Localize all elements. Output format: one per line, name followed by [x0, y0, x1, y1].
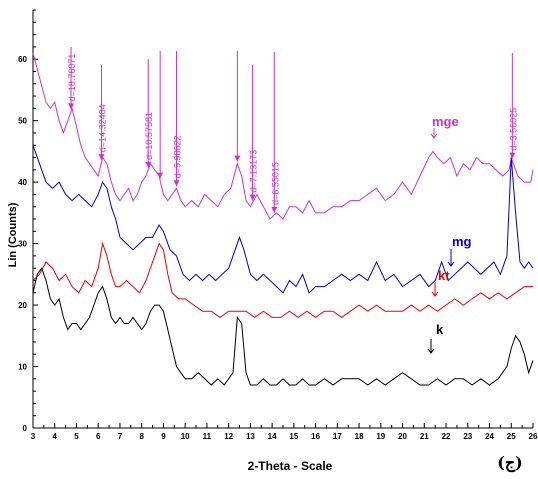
x-tick-label: 19 — [376, 432, 385, 441]
series-line-k — [32, 267, 534, 386]
peak-label: d=10.57581 — [144, 112, 154, 160]
y-tick-label: 60 — [18, 55, 27, 64]
series-label-mg: mg — [452, 234, 472, 249]
x-tick-label: 24 — [485, 432, 494, 441]
peak-arrowhead — [157, 172, 164, 179]
x-tick-label: 16 — [311, 432, 320, 441]
peak-arrowhead — [145, 161, 152, 168]
y-axis-title: Lin (Counts) — [7, 202, 19, 267]
series-line-mge — [32, 52, 534, 220]
x-tick-label: 13 — [246, 432, 255, 441]
peak-label: d=3.56025 — [508, 108, 518, 151]
x-tick-label: 9 — [161, 432, 166, 441]
peak-arrowhead — [509, 152, 516, 159]
x-tick-label: 4 — [53, 432, 58, 441]
peak-arrowhead — [68, 103, 75, 110]
x-tick-label: 15 — [289, 432, 298, 441]
y-tick-label: 0 — [23, 424, 28, 433]
x-tick-label: 11 — [203, 432, 212, 441]
y-ticks: 0 10 20 30 40 50 60 — [18, 9, 38, 433]
series-label-arrowhead — [427, 348, 435, 354]
x-tick-label: 3 — [31, 432, 36, 441]
x-tick-label: 14 — [268, 432, 277, 441]
x-tick-label: 12 — [224, 432, 233, 441]
series-label-arrowhead — [431, 291, 439, 297]
peak-arrowhead — [98, 154, 105, 161]
series-line-mg — [32, 145, 534, 294]
y-tick-label: 30 — [18, 240, 27, 249]
series-label-mge: mge — [432, 114, 459, 129]
peak-markers: d=18.76071 d=14.32404 d=10.57581 d=9.98622 d… — [67, 47, 518, 213]
series-labels: mge mg kt k — [427, 114, 472, 354]
peak-label: d=6.55015 — [270, 162, 280, 205]
y-tick-label: 20 — [18, 301, 27, 310]
x-tick-label: 21 — [420, 432, 429, 441]
x-tick-label: 7 — [118, 432, 123, 441]
x-tick-label: 5 — [74, 432, 79, 441]
peak-arrowhead — [234, 155, 241, 162]
x-tick-label: 22 — [442, 432, 451, 441]
x-tick-label: 23 — [463, 432, 472, 441]
series-label-arrowhead — [430, 133, 438, 139]
x-tick-label: 26 — [529, 432, 538, 441]
y-tick-label: 50 — [18, 117, 27, 126]
x-tick-label: 20 — [398, 432, 407, 441]
series-label-k: k — [436, 322, 444, 337]
x-tick-label: 10 — [181, 432, 190, 441]
series-label-kt: kt — [438, 268, 450, 283]
peak-label: d=9.98622 — [172, 135, 182, 178]
y-tick-label: 10 — [18, 363, 27, 372]
x-tick-label: 6 — [96, 432, 101, 441]
series-lines — [32, 52, 534, 386]
peak-arrowhead — [249, 194, 256, 201]
x-tick-label: 8 — [139, 432, 144, 441]
x-tick-label: 17 — [333, 432, 342, 441]
x-axis-title: 2-Theta - Scale — [248, 459, 333, 473]
peak-label: d=7.13173 — [249, 150, 259, 193]
x-tick-label: 25 — [507, 432, 516, 441]
peak-label: d=14.32404 — [97, 104, 107, 152]
peak-arrowhead — [173, 180, 180, 187]
panel-label: (ج) — [497, 453, 522, 473]
peak-label: d=18.76071 — [67, 54, 77, 102]
y-tick-label: 40 — [18, 178, 27, 187]
series-line-kt — [32, 241, 533, 319]
x-tick-label: 18 — [355, 432, 364, 441]
peak-arrowhead — [271, 206, 278, 213]
series-label-arrowhead — [447, 261, 455, 267]
x-ticks: 3 4 5 6 7 8 9 10 11 12 13 14 15 16 17 18 19 20 21 22 23 24 25 2… — [31, 423, 538, 441]
